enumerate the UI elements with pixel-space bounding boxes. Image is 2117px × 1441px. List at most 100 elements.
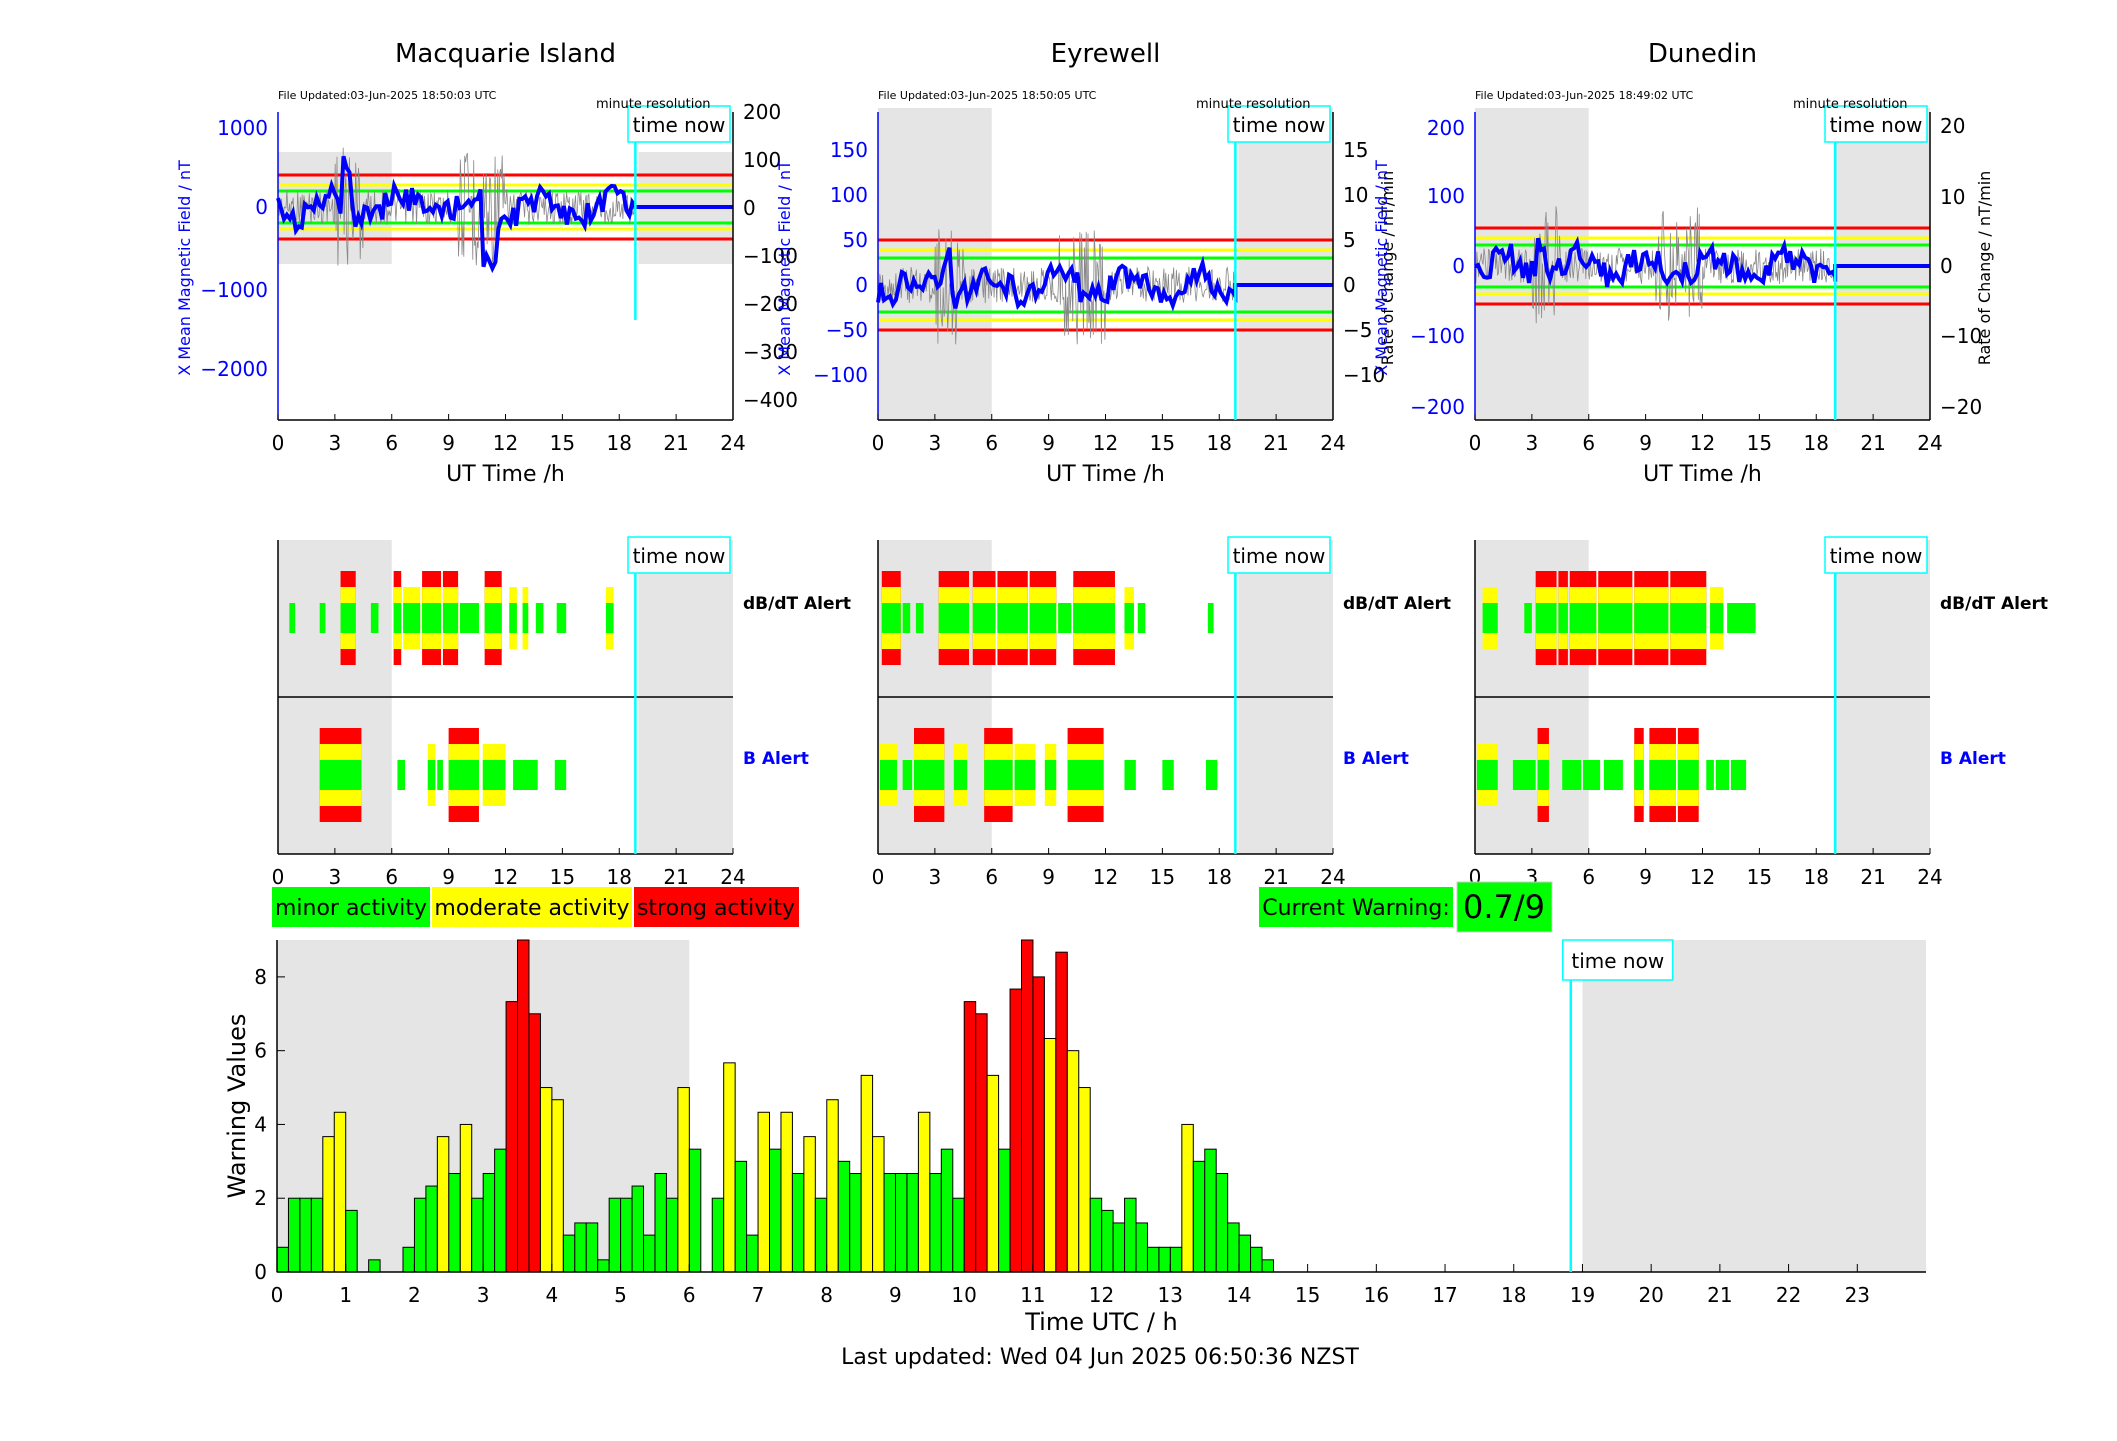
x-tick-label: 0 — [1469, 431, 1482, 455]
alert-panel-0: time now 0 3 6 9 12 15 18 21 24 dB/dT Alert B Alert — [272, 536, 851, 889]
warning-bar — [368, 1259, 381, 1273]
x-axis-label: UT Time /h — [446, 462, 565, 487]
x-tick-label: 21 — [663, 431, 688, 455]
alert-segment-minor — [393, 603, 402, 633]
x-tick-label: 3 — [1526, 431, 1539, 455]
x-tick-label: 12 — [493, 431, 518, 455]
alert-segment-minor — [397, 760, 406, 790]
x-tick-label: 6 — [1582, 431, 1595, 455]
x-tick-label: 12 — [1093, 865, 1118, 889]
alert-segment-minor — [422, 603, 442, 633]
warning-bar — [975, 1013, 988, 1273]
left-tick-label: −100 — [813, 363, 868, 387]
x-tick-label: 21 — [1707, 1283, 1732, 1307]
x-tick-label: 15 — [1747, 865, 1772, 889]
alert-segment-minor — [1524, 603, 1532, 633]
x-tick-label: 6 — [683, 1283, 696, 1307]
warning-bar — [1078, 1087, 1091, 1273]
station-title: Macquarie Island — [395, 39, 616, 69]
legend-moderate-swatch — [432, 887, 632, 927]
alert-segment-minor — [482, 760, 506, 790]
warning-bar — [1055, 951, 1068, 1273]
warning-bar — [505, 1001, 519, 1273]
warning-values-chart: 0 1 2 3 4 5 6 7 8 9 10 11 12 13 14 15 16 17 18 19 20 21 22 2302… — [223, 939, 1926, 1336]
alert-segment-minor — [997, 603, 1028, 633]
alert-segment-minor — [442, 603, 459, 633]
warning-bar — [425, 1185, 438, 1273]
warning-bar — [1020, 939, 1034, 1273]
warning-bar — [562, 1234, 576, 1273]
warning-bar — [299, 1197, 312, 1273]
x-tick-label: 15 — [1295, 1283, 1320, 1307]
x-tick-label: 9 — [1639, 431, 1652, 455]
left-tick-label: 200 — [1427, 116, 1465, 140]
x-tick-label: 9 — [889, 1283, 902, 1307]
time-now-box — [1562, 939, 1674, 981]
x-tick-label: 24 — [720, 431, 745, 455]
warning-bar — [1204, 1148, 1217, 1273]
alert-segment-minor — [340, 603, 356, 633]
warning-bar — [448, 1173, 461, 1273]
x-tick-label: 12 — [1690, 431, 1715, 455]
warning-bar — [1146, 1246, 1160, 1273]
right-tick-label: −10 — [1343, 363, 1385, 387]
x-tick-label: 15 — [1747, 431, 1772, 455]
alert-segment-minor — [554, 760, 567, 790]
x-tick-label: 23 — [1845, 1283, 1870, 1307]
x-tick-label: 5 — [614, 1283, 627, 1307]
x-tick-label: 14 — [1226, 1283, 1251, 1307]
file-updated-text: File Updated:03-Jun-2025 18:49:02 UTC — [1475, 89, 1694, 102]
alert-segment-minor — [556, 603, 567, 633]
warning-bar — [1250, 1246, 1263, 1273]
warning-bar — [677, 1087, 690, 1273]
warning-bar — [906, 1173, 919, 1273]
alert-segment-minor — [972, 603, 996, 633]
warning-bar — [1227, 1222, 1240, 1273]
x-tick-label: 18 — [1501, 1283, 1526, 1307]
warning-bar — [310, 1197, 324, 1273]
y-tick-label: 0 — [254, 1260, 267, 1284]
warning-bar — [597, 1259, 610, 1273]
warning-bar — [723, 1062, 736, 1273]
right-tick-label: 0 — [1343, 273, 1356, 297]
warning-bar — [917, 1111, 931, 1273]
current-warning-label-box — [1259, 887, 1453, 927]
time-now-label: time now — [633, 113, 726, 137]
x-tick-label: 21 — [1860, 431, 1885, 455]
x-tick-label: 19 — [1570, 1283, 1595, 1307]
x-tick-label: 12 — [1690, 865, 1715, 889]
left-axis-label: X Mean Magnetic Field / nT — [775, 160, 794, 376]
x-tick-label: 18 — [1207, 431, 1232, 455]
alert-segment-minor — [1715, 760, 1730, 790]
alert-segment-minor — [1512, 760, 1536, 790]
x-tick-label: 21 — [1263, 431, 1288, 455]
alert-segment-minor — [914, 760, 945, 790]
x-tick-label: 0 — [872, 431, 885, 455]
warning-bar — [1261, 1259, 1274, 1273]
alert-segment-minor — [370, 603, 379, 633]
alert-segment-minor — [1124, 603, 1134, 633]
left-tick-label: −100 — [1410, 324, 1465, 348]
resolution-text: minute resolution — [596, 97, 711, 112]
alert-segment-minor — [1537, 760, 1549, 790]
warning-bar — [1009, 988, 1022, 1273]
alert-segment-minor — [1207, 603, 1214, 633]
file-updated-text: File Updated:03-Jun-2025 18:50:03 UTC — [278, 89, 497, 102]
left-tick-label: −1000 — [200, 278, 268, 302]
x-tick-label: 15 — [550, 865, 575, 889]
x-tick-label: 2 — [408, 1283, 421, 1307]
x-tick-label: 7 — [752, 1283, 765, 1307]
x-tick-label: 9 — [1639, 865, 1652, 889]
x-tick-label: 24 — [1320, 865, 1345, 889]
warning-bar — [1066, 1050, 1080, 1273]
mean-field-trace — [276, 155, 733, 274]
x-tick-label: 17 — [1432, 1283, 1457, 1307]
right-tick-label: 5 — [1343, 228, 1356, 252]
y-tick-label: 4 — [254, 1112, 267, 1136]
right-tick-label: −400 — [743, 388, 798, 412]
warning-bar — [631, 1185, 645, 1273]
y-tick-label: 2 — [254, 1186, 267, 1210]
warning-bar — [608, 1197, 622, 1273]
rate-of-change-trace — [877, 229, 1236, 345]
